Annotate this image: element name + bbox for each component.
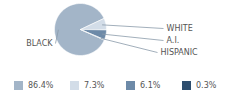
html-text:86.4%: 86.4%	[28, 80, 54, 90]
svg-text:A.I.: A.I.	[167, 36, 180, 45]
svg-text:HISPANIC: HISPANIC	[161, 48, 199, 57]
svg-text:WHITE: WHITE	[167, 24, 193, 33]
svg-text:BLACK: BLACK	[26, 39, 53, 48]
html-text:6.1%: 6.1%	[140, 80, 161, 90]
html-text:0.3%: 0.3%	[196, 80, 217, 90]
html-text:7.3%: 7.3%	[84, 80, 105, 90]
